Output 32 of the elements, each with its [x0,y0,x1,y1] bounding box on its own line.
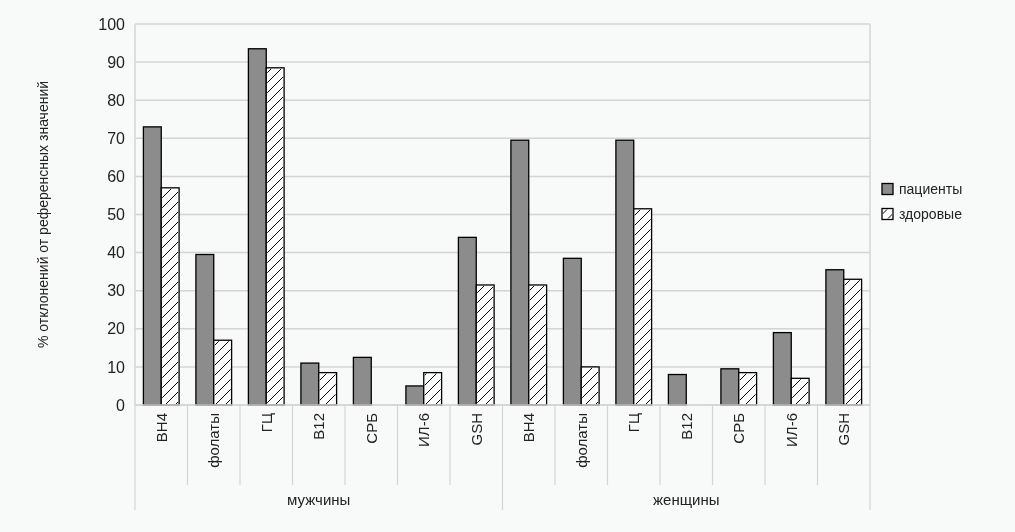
y-tick-label: 60 [107,168,126,185]
y-tick-label: 0 [116,396,126,414]
legend-label: пациенты [899,181,963,198]
bar [352,356,372,406]
x-tick-label: фолаты [205,413,222,468]
text: мужчины [287,491,351,508]
x-tick-label: СРБ [362,412,380,444]
x-tick-label: фолаты [572,413,590,468]
y-tick-label: 90 [107,53,126,71]
x-tick-label: ГЦ [257,413,275,433]
y-axis-title: % отклонений от референсных значений [35,80,51,349]
bar [667,373,687,406]
x-tick-label: СРБ [730,412,747,444]
x-tick-label: BH4 [520,413,537,443]
y-tick-label: 10 [107,358,126,376]
x-tick-label: BH4 [152,413,170,443]
x-tick-label: B12 [310,413,327,440]
y-tick-label: 40 [107,244,126,262]
x-tick-label: ИЛ-6 [415,413,432,447]
x-tick-label: B12 [677,413,695,440]
x-tick-label: GSH [835,413,852,446]
y-tick-label: 50 [107,206,126,224]
legend-label: здоровые [899,206,963,223]
y-tick-label: 20 [107,320,126,338]
y-tick-label: 70 [107,129,126,147]
y-tick-label: 100 [98,15,126,33]
x-tick-label: ИЛ-6 [782,413,800,447]
x-tick-label: GSH [467,413,485,446]
y-tick-label: 80 [107,91,126,109]
x-tick-label: ГЦ [625,413,642,433]
y-tick-label: 30 [107,282,126,300]
text: женщины [653,491,720,508]
